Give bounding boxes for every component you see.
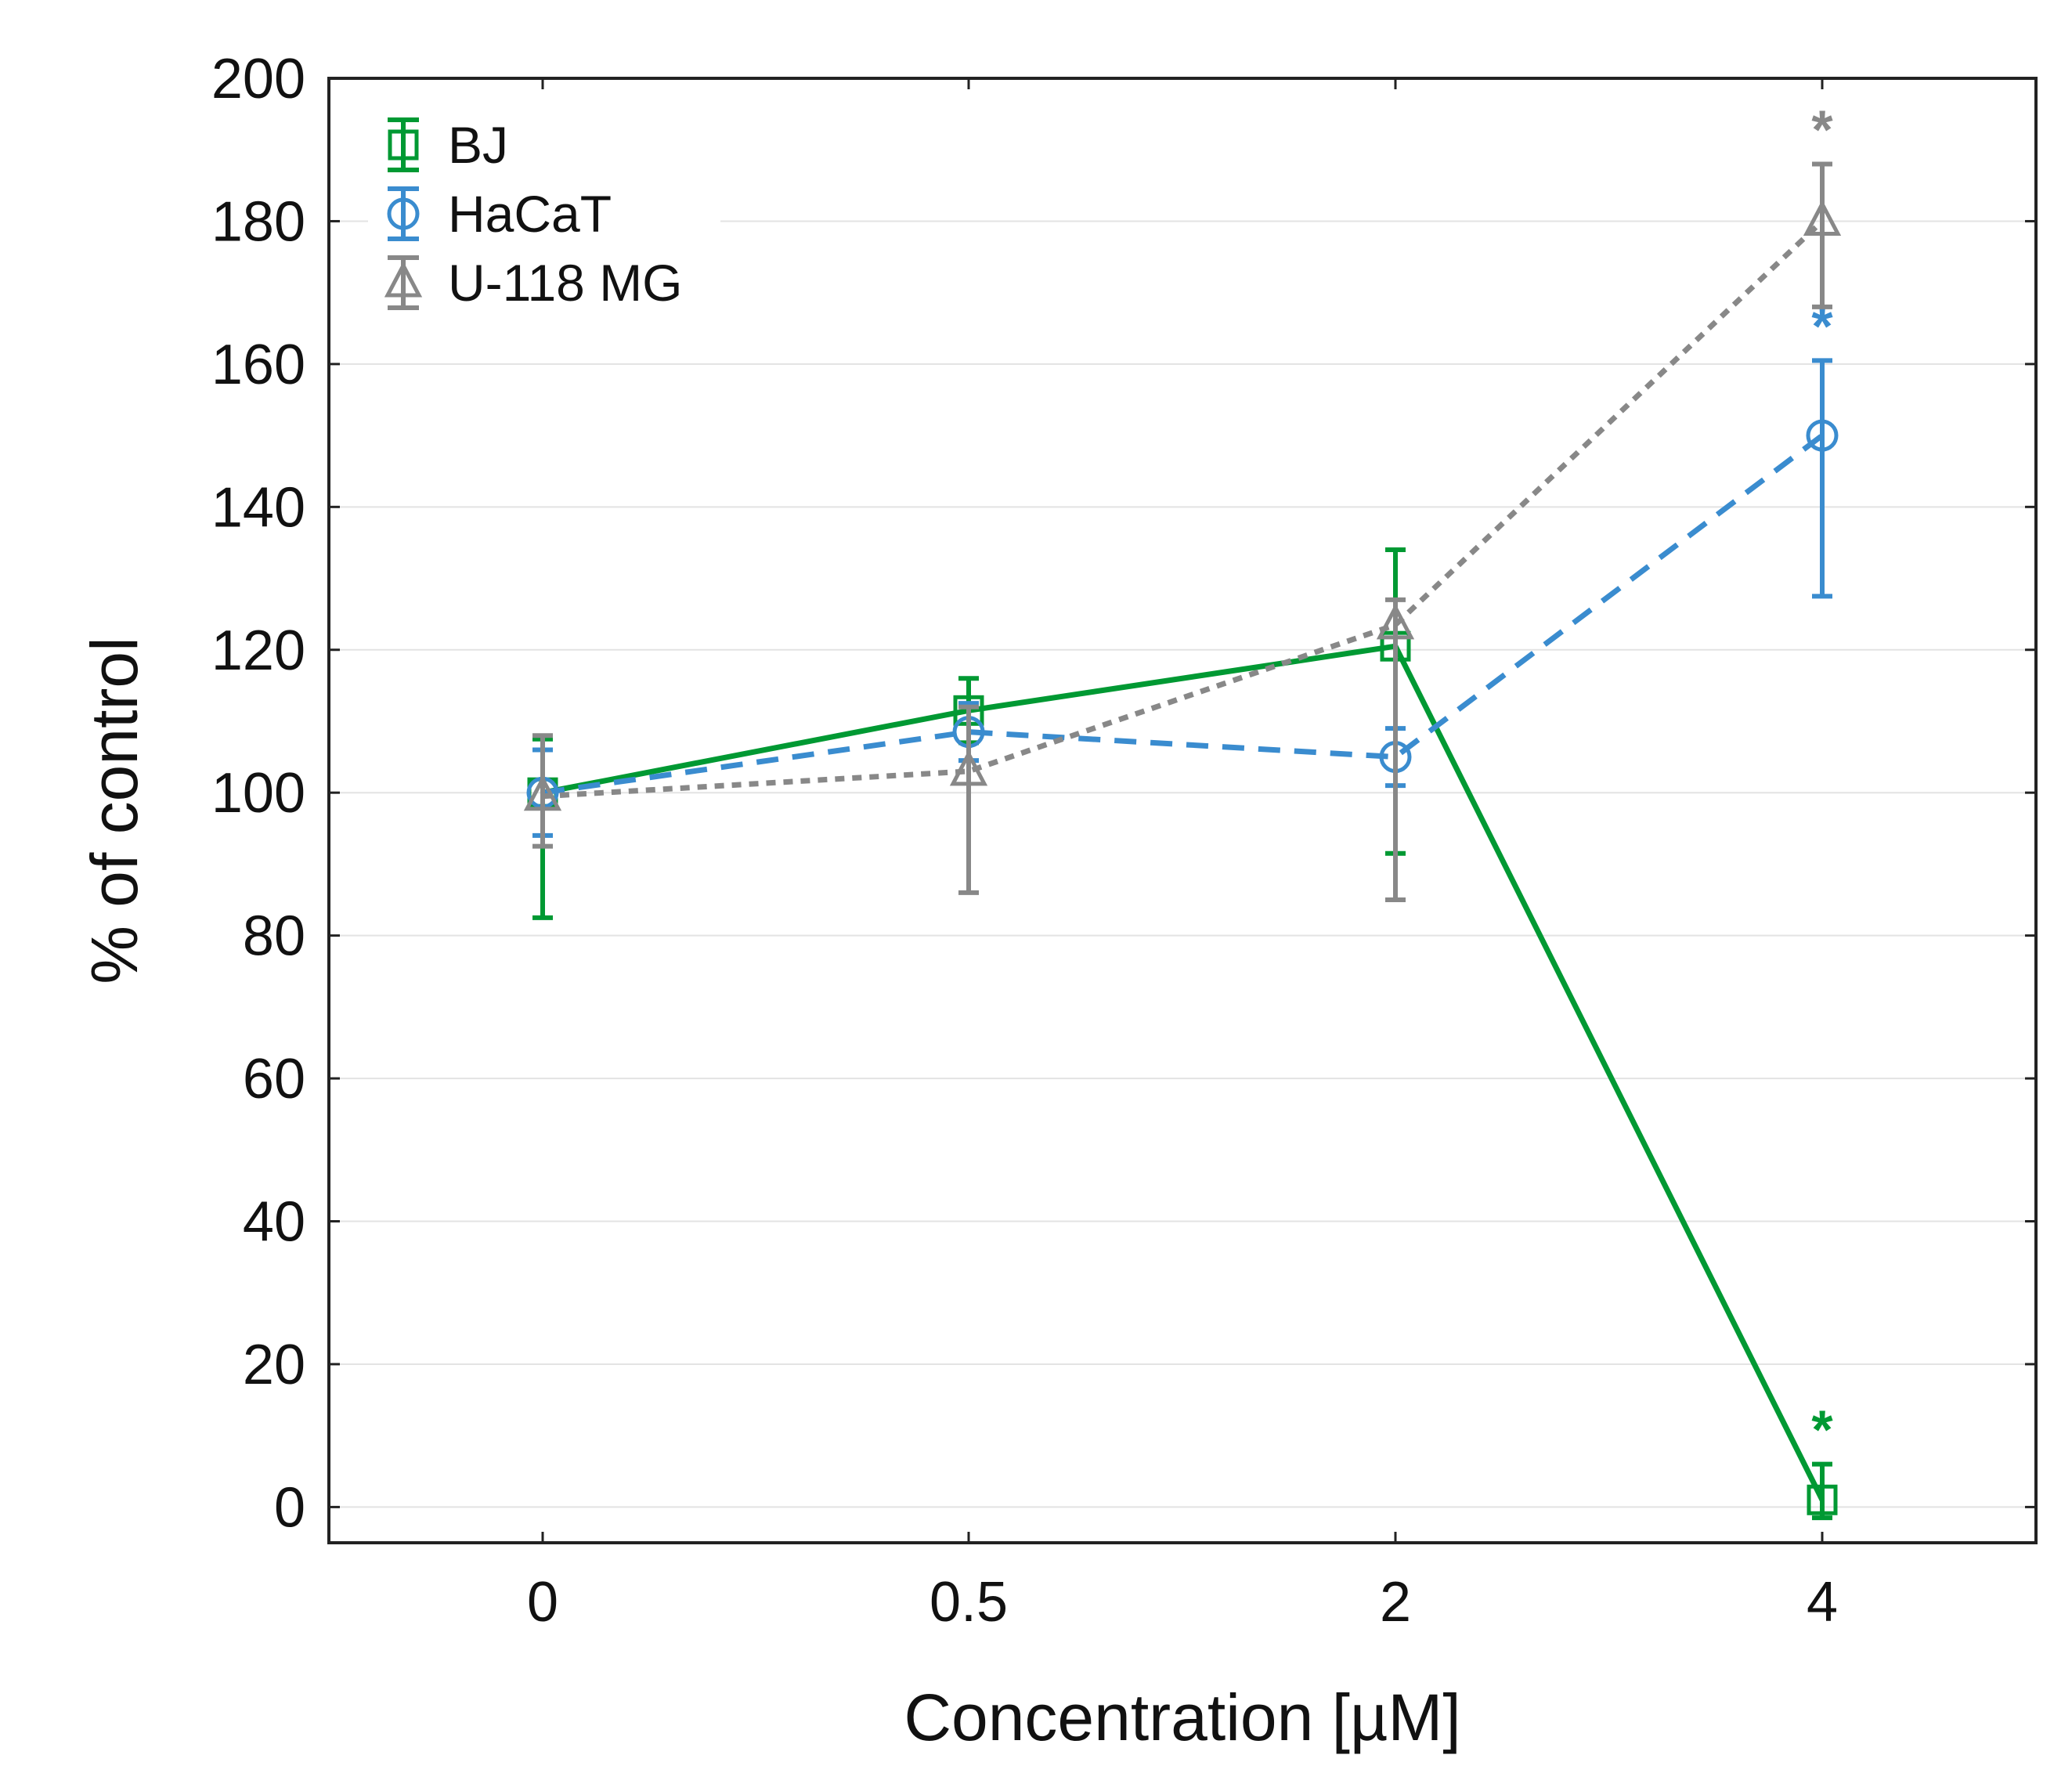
series-hacat: * [526,295,1839,838]
legend-item: U-118 MG [384,254,683,312]
legend-label: HaCaT [448,185,612,243]
data-point [1376,603,1415,640]
x-axis-title: Concentration [µM] [904,1681,1460,1754]
axis-ticks: 0 20 40 60 80 100 120 140 160 180 200 0 0.5 2 4 [211,48,2036,1634]
data-point [1807,1484,1838,1515]
series-layer: * * * [523,99,1842,1521]
y-tick-label: 20 [243,1334,305,1396]
data-point [1806,419,1839,452]
data-point [949,749,988,786]
x-tick-label: 2 [1380,1571,1411,1634]
x-tick-label: 4 [1807,1571,1838,1634]
y-tick-label: 60 [243,1048,305,1110]
legend-item: BJ [388,116,508,174]
significance-marker: * [1811,99,1833,160]
legend: BJ HaCaT U-118 MG [368,114,720,325]
y-tick-label: 120 [211,619,305,682]
y-tick-label: 40 [243,1191,305,1254]
legend-label: BJ [448,116,508,174]
series-line [542,643,1825,1501]
y-tick-label: 180 [211,190,305,253]
x-tick-label: 0.5 [930,1571,1008,1634]
y-tick-label: 100 [211,762,305,825]
x-tick-label: 0 [527,1571,558,1634]
series-bj: * [527,547,1838,1521]
legend-marker [387,197,420,230]
series-u-118-mg: * [523,99,1842,903]
data-point [1803,200,1842,236]
series-line [542,218,1825,800]
series-line [542,433,1825,796]
y-tick-label: 160 [211,334,305,396]
legend-background [368,114,720,325]
data-point [523,775,562,811]
y-tick-label: 140 [211,476,305,539]
y-tick-label: 200 [211,48,305,110]
legend-marker [388,129,419,161]
significance-marker: * [1811,1399,1833,1461]
legend-label: U-118 MG [448,254,683,312]
plot-frame [327,77,2038,1544]
legend-marker [384,261,423,298]
y-tick-label: 80 [243,905,305,968]
legend-item: HaCaT [387,185,612,243]
y-axis-title: % of control [78,637,151,984]
y-tick-label: 0 [274,1476,305,1539]
